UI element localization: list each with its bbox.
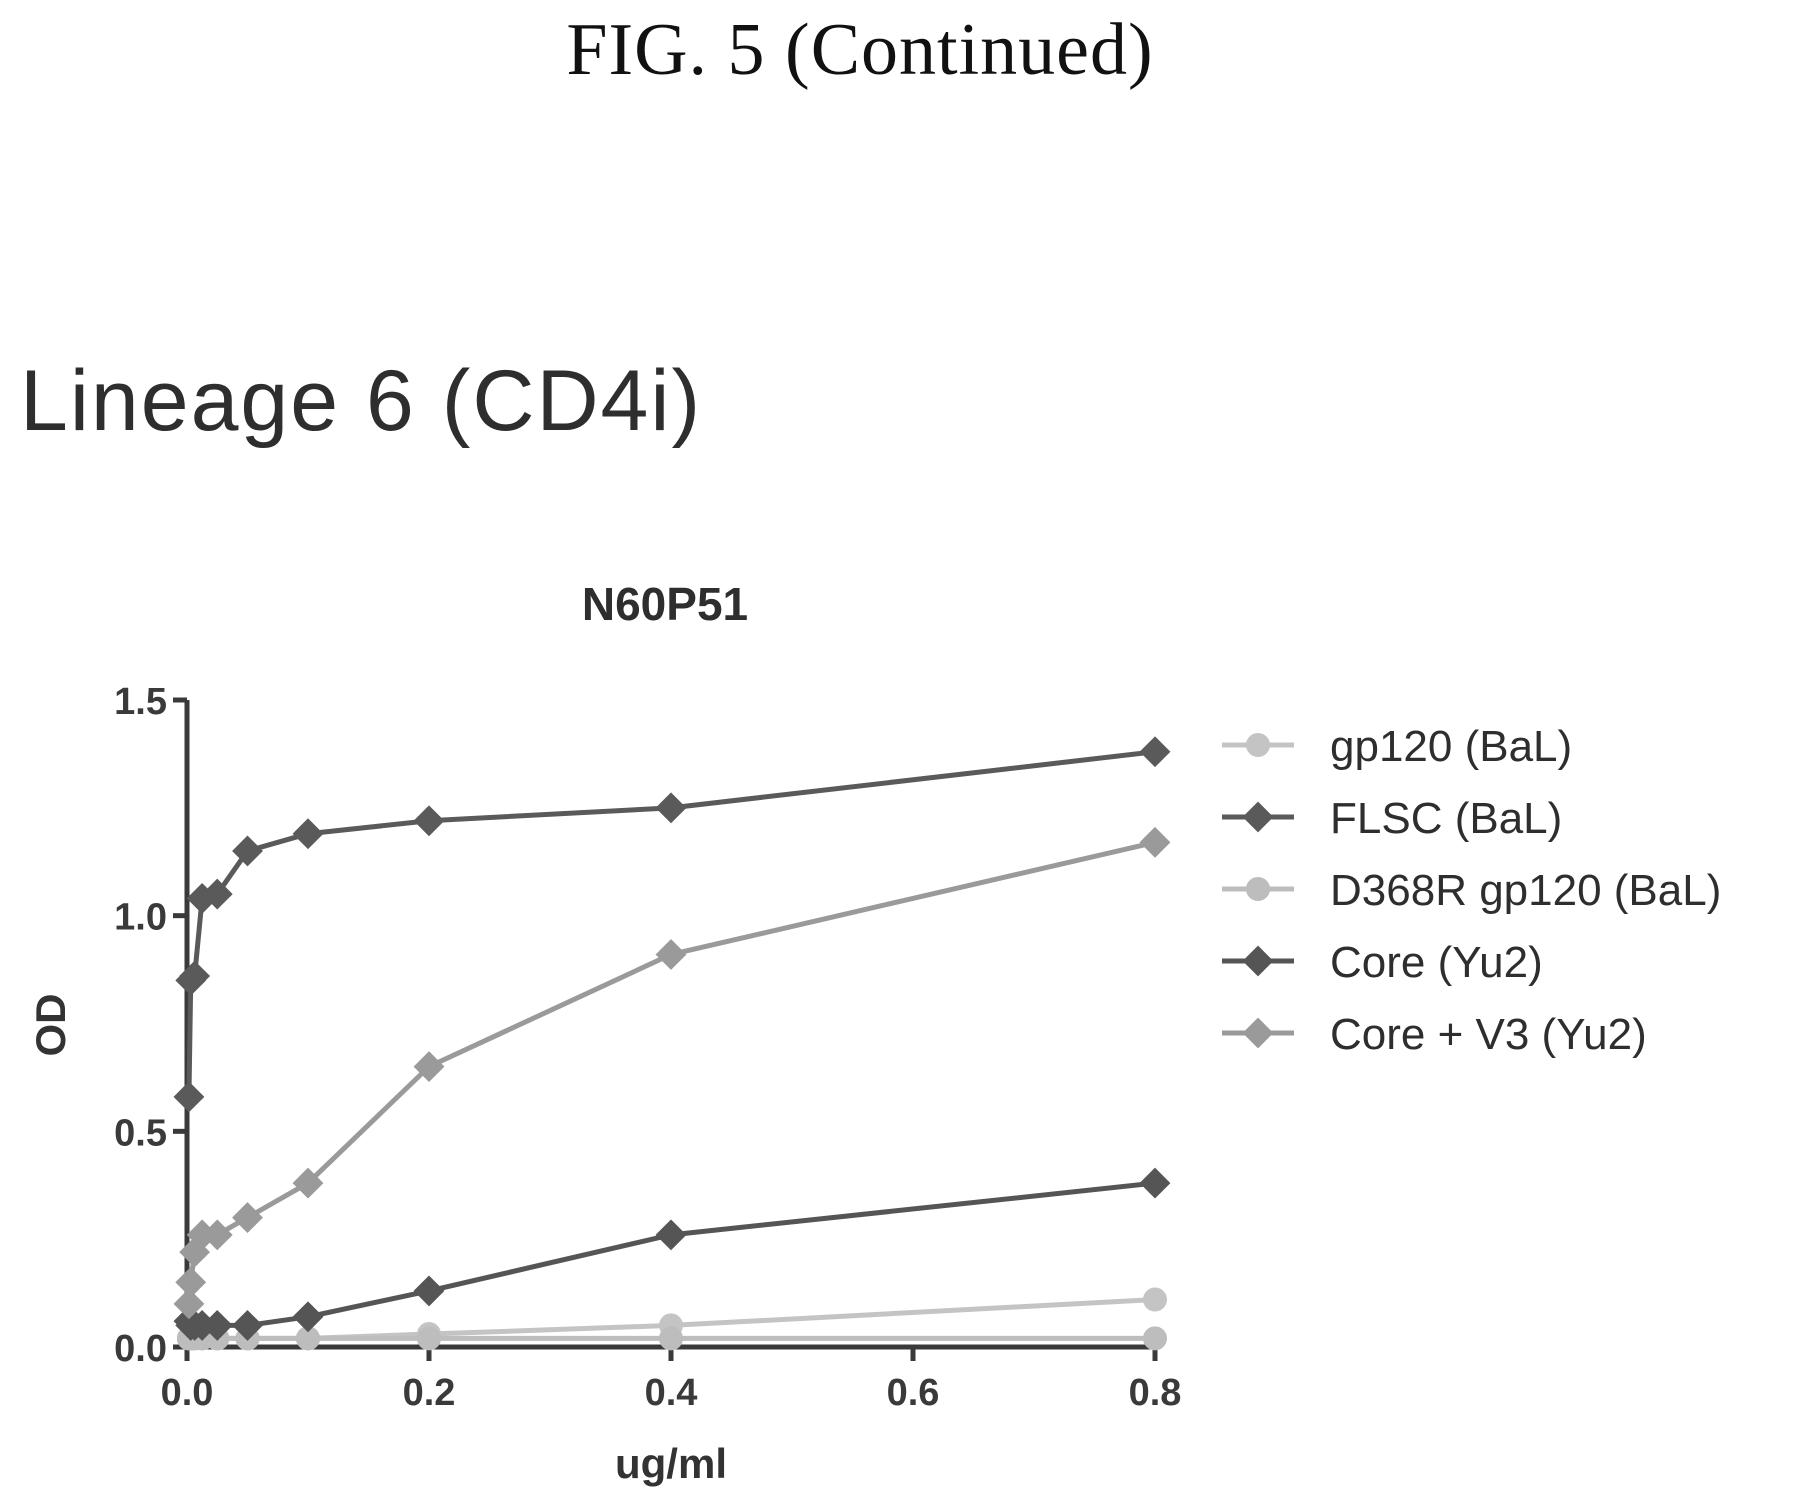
data-point — [413, 805, 445, 837]
data-point — [175, 1266, 207, 1298]
y-tick-label: 0.0 — [114, 1328, 167, 1370]
data-point — [201, 1310, 233, 1341]
legend-label: FLSC (BaL) — [1330, 794, 1562, 843]
data-point — [179, 960, 211, 992]
data-point — [292, 1301, 324, 1333]
data-point — [201, 1219, 233, 1251]
y-tick-label: 1.5 — [114, 681, 167, 723]
data-point — [413, 1051, 445, 1083]
data-point — [1143, 1287, 1167, 1312]
legend-marker — [1242, 1017, 1274, 1049]
legend: gp120 (BaL) FLSC (BaL) D368R gp120 (BaL) Co… — [1222, 722, 1721, 1059]
data-point — [232, 1310, 263, 1341]
y-tick-label: 0.5 — [114, 1112, 167, 1154]
data-point — [1143, 1326, 1167, 1351]
x-axis-label: ug/ml — [615, 1440, 727, 1487]
legend-item: Core + V3 (Yu2) — [1222, 1010, 1647, 1059]
data-point — [659, 1326, 683, 1351]
series-line — [186, 839, 1156, 1305]
legend-label: Core + V3 (Yu2) — [1330, 1010, 1647, 1059]
data-point — [173, 1288, 205, 1320]
legend-item: Core (Yu2) — [1222, 938, 1543, 987]
legend-label: D368R gp120 (BaL) — [1330, 866, 1721, 915]
x-tick-label: 0.6 — [887, 1372, 940, 1414]
data-point — [655, 792, 687, 824]
y-tick-label: 1.0 — [114, 897, 167, 939]
series-layer — [173, 736, 1171, 1351]
data-point — [1139, 736, 1171, 768]
data-point — [413, 1275, 445, 1307]
data-point — [417, 1326, 441, 1351]
series-5 — [173, 826, 1171, 1320]
legend-label: Core (Yu2) — [1330, 938, 1543, 987]
x-ticks: 0.0 0.2 0.4 0.6 0.8 — [161, 1347, 1182, 1414]
legend-marker — [1242, 945, 1274, 977]
legend-item: D368R gp120 (BaL) — [1222, 866, 1721, 915]
data-point — [655, 939, 687, 970]
x-tick-label: 0.2 — [403, 1372, 456, 1414]
panel-title: Lineage 6 (CD4i) — [20, 353, 703, 449]
data-point — [201, 878, 233, 910]
data-point — [232, 1202, 263, 1234]
data-point — [292, 1167, 324, 1199]
legend-marker — [1246, 733, 1270, 757]
x-tick-label: 0.0 — [161, 1372, 214, 1414]
series-2 — [173, 736, 1171, 1113]
series-4 — [173, 1167, 1171, 1341]
series-line — [186, 1180, 1156, 1328]
data-point — [1139, 1167, 1171, 1199]
x-tick-label: 0.8 — [1129, 1372, 1182, 1414]
data-point — [655, 1219, 687, 1251]
x-tick-label: 0.4 — [645, 1372, 698, 1414]
data-point — [292, 818, 324, 850]
chart-title: N60P51 — [582, 578, 748, 630]
y-axis-label: OD — [27, 994, 74, 1057]
legend-marker — [1242, 801, 1274, 833]
data-point — [1139, 826, 1171, 858]
data-point — [173, 1081, 205, 1113]
legend-marker — [1246, 877, 1270, 901]
figure-caption: FIG. 5 (Continued) — [566, 9, 1154, 91]
y-ticks: 0.0 0.5 1.0 1.5 — [114, 681, 187, 1370]
data-point — [232, 835, 263, 867]
legend-item: gp120 (BaL) — [1222, 722, 1572, 771]
legend-label: gp120 (BaL) — [1330, 722, 1572, 771]
legend-item: FLSC (BaL) — [1222, 794, 1562, 843]
